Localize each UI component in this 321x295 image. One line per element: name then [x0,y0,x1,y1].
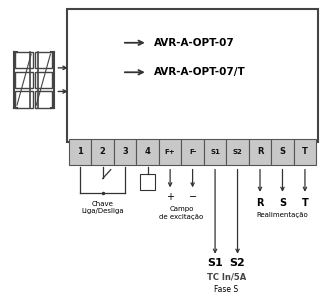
Text: Realimentação: Realimentação [256,212,308,218]
Bar [91,139,114,165]
Bar [15,72,33,88]
Bar [35,91,52,108]
Text: AVR-A-OPT-07: AVR-A-OPT-07 [154,38,235,48]
Text: S: S [280,148,285,156]
Text: 3: 3 [122,148,128,156]
Bar [294,139,316,165]
Text: +: + [166,192,174,202]
Text: S: S [279,198,286,208]
Bar [35,72,52,88]
Text: AVR-A-OPT-07/T: AVR-A-OPT-07/T [154,67,246,77]
Bar [204,139,226,165]
Text: 2: 2 [100,148,106,156]
Text: S2: S2 [230,258,246,268]
Text: T: T [302,148,308,156]
Text: R: R [257,148,263,156]
Text: TC In/5A: TC In/5A [207,273,246,282]
Text: S2: S2 [233,149,242,155]
Text: 1: 1 [77,148,83,156]
Bar [141,174,155,190]
Bar [271,139,294,165]
Bar [114,139,136,165]
Text: 4: 4 [145,148,151,156]
Text: Chave
Liga/Desliga: Chave Liga/Desliga [82,201,124,214]
Text: S1: S1 [210,149,220,155]
Text: T: T [301,198,308,208]
Bar [15,91,33,108]
Bar [69,139,91,165]
Bar [159,139,181,165]
Text: S1: S1 [207,258,223,268]
Text: Fase S
do gerador: Fase S do gerador [205,285,247,295]
Bar [15,52,33,68]
Bar [181,139,204,165]
Bar [226,139,249,165]
Text: F+: F+ [165,149,176,155]
Text: F-: F- [189,149,196,155]
Text: Campo
de excitação: Campo de excitação [159,206,204,219]
Bar [67,9,318,142]
Bar [136,139,159,165]
Bar [35,52,52,68]
Text: −: − [188,192,197,202]
Text: R: R [256,198,264,208]
Bar [249,139,271,165]
